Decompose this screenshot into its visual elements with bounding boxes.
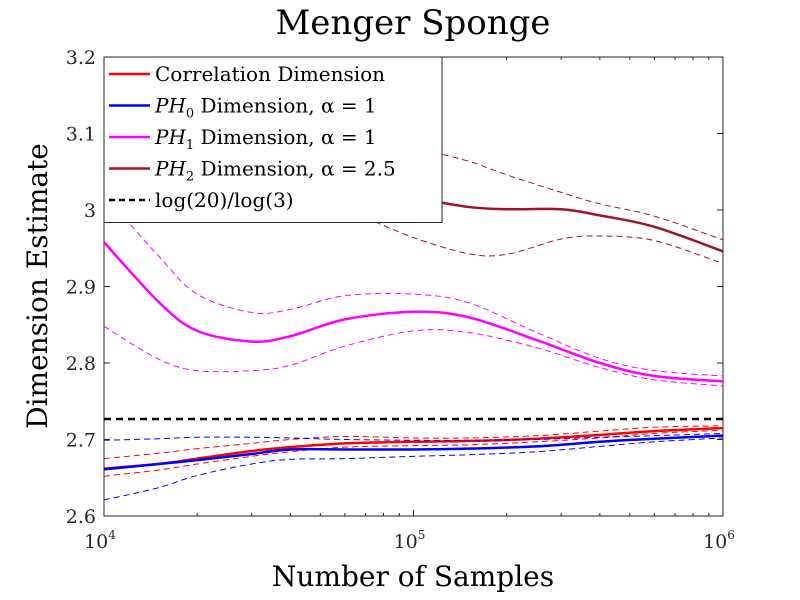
y-tick-label: 3 [84, 200, 96, 222]
series-2-mean-line [104, 241, 723, 383]
x-axis-label: Number of Samples [272, 560, 554, 593]
series-1-upper-bound [104, 432, 723, 441]
legend-label-3: PH2 Dimension, α = 2.5 [154, 157, 396, 185]
legend-label-1: PH0 Dimension, α = 1 [154, 94, 377, 122]
y-tick-label: 3.1 [66, 124, 96, 146]
series-1-mean-line [104, 434, 723, 471]
legend-label-4: log(20)/log(3) [155, 188, 294, 212]
legend-box [103, 56, 443, 223]
series-2-lower-bound [104, 325, 723, 387]
y-tick-label: 2.7 [66, 430, 96, 452]
legend-label-2: PH1 Dimension, α = 1 [154, 125, 377, 153]
legend-label-0: Correlation Dimension [155, 62, 385, 86]
series-0-lower-bound [104, 429, 723, 477]
series-2-upper-bound [104, 194, 723, 377]
chart-title: Menger Sponge [275, 3, 550, 43]
series-0-upper-bound [104, 425, 723, 460]
legend: Correlation Dimension PH0 Dimension, α = … [103, 56, 443, 223]
y-tick-label: 2.6 [66, 506, 96, 528]
series-group [104, 133, 723, 501]
x-tick-label: 106 [703, 528, 735, 553]
y-axis-label: Dimension Estimate [21, 143, 54, 429]
series-0-mean-line [104, 426, 723, 470]
plot-area: 2.6 2.7 2.8 2.9 3 3.1 3.2 104 105 106 [66, 47, 735, 553]
y-tick-label: 3.2 [66, 47, 96, 69]
y-tick-label: 2.9 [66, 277, 96, 299]
x-tick-label: 104 [84, 528, 116, 553]
x-tick-label: 105 [394, 528, 426, 553]
y-tick-label: 2.8 [66, 353, 96, 375]
series-1-lower-bound [104, 437, 723, 501]
